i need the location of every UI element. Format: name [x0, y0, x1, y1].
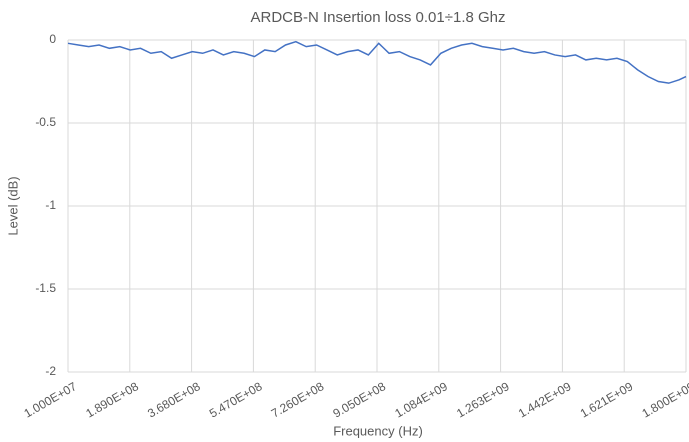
y-tick-label: -2	[45, 364, 56, 378]
y-tick-label: -1.5	[35, 281, 56, 295]
x-tick-label: 1.084E+09	[392, 379, 450, 420]
x-tick-label: 7.260E+08	[269, 379, 327, 420]
x-axis-label: Frequency (Hz)	[333, 423, 423, 438]
y-axis-label: Level (dB)	[5, 176, 20, 235]
x-tick-label: 1.263E+09	[454, 379, 512, 420]
x-tick-label: 3.680E+08	[145, 379, 203, 420]
y-tick-label: -1	[45, 198, 56, 212]
x-tick-label: 1.890E+08	[83, 379, 141, 420]
x-tick-label: 9.050E+08	[331, 379, 389, 420]
x-tick-label: 1.442E+09	[516, 379, 574, 420]
chart-title: ARDCB-N Insertion loss 0.01÷1.8 Ghz	[251, 9, 506, 26]
x-tick-label: 1.800E+09	[640, 379, 689, 420]
y-tick-label: 0	[49, 32, 56, 46]
data-line	[67, 40, 687, 84]
y-tick-label: -0.5	[35, 115, 56, 129]
x-tick-label: 1.000E+07	[22, 379, 80, 420]
x-tick-label: 5.470E+08	[207, 379, 265, 420]
x-tick-label: 1.621E+09	[578, 379, 636, 420]
